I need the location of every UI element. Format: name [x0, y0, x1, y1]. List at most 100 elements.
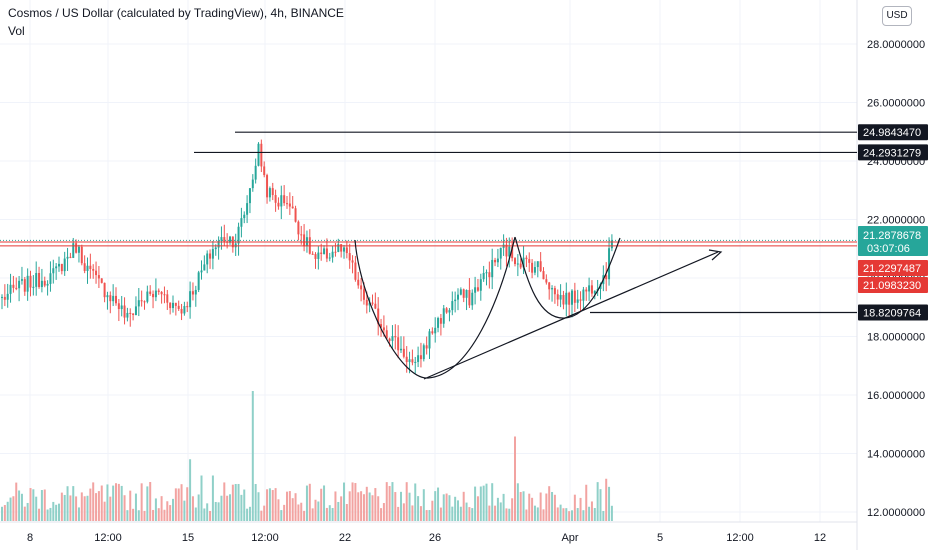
candle-body — [120, 305, 123, 310]
candle-body — [471, 292, 474, 306]
candle-body — [548, 282, 551, 290]
price-label-box — [858, 144, 928, 161]
y-tick-label: 22.0000000 — [867, 215, 925, 227]
candle-body — [585, 289, 588, 292]
volume-bar — [172, 498, 174, 521]
candle-body — [300, 234, 303, 236]
volume-bar — [72, 486, 75, 521]
candle-body — [488, 272, 491, 278]
x-tick-label: 12:00 — [94, 532, 122, 544]
price-label-box — [858, 260, 928, 276]
volume-bar — [414, 483, 417, 521]
volume-bar — [605, 478, 608, 521]
volume-bar — [553, 494, 556, 521]
candle-body — [590, 285, 593, 294]
volume-bar — [508, 508, 511, 521]
candle-body — [437, 318, 440, 328]
volume-bar — [559, 504, 562, 521]
volume-bar — [169, 505, 172, 521]
candle-body — [325, 248, 328, 259]
volume-bar — [106, 484, 109, 521]
candle-body — [516, 263, 519, 265]
candle-body — [172, 302, 174, 309]
candle-body — [137, 300, 140, 307]
price-label: 21.2297487 — [863, 263, 921, 275]
candle-body — [240, 218, 243, 227]
volume-bar — [183, 500, 186, 521]
candle-body — [610, 240, 613, 249]
volume-bar — [152, 509, 155, 521]
y-tick-label: 26.0000000 — [867, 98, 925, 110]
volume-bar — [488, 505, 491, 521]
candle-body — [271, 188, 274, 196]
volume-bar — [194, 507, 197, 521]
price-label-box — [858, 277, 928, 293]
candle-body — [476, 287, 479, 291]
volume-bar — [291, 498, 294, 521]
candle-body — [248, 188, 251, 204]
volume-bar — [18, 490, 21, 521]
candle-body — [103, 282, 106, 298]
candle-body — [522, 257, 525, 268]
volume-bar — [63, 494, 66, 521]
volume-bar — [1, 506, 3, 521]
x-tick-label: 22 — [339, 532, 351, 544]
candle-body — [385, 330, 388, 339]
candle-body — [163, 294, 166, 296]
candle-body — [143, 301, 146, 303]
candle-body — [75, 243, 78, 253]
candle-body — [314, 254, 317, 259]
candle-body — [6, 293, 9, 300]
candle-body — [260, 143, 263, 167]
candle-body — [3, 296, 6, 300]
candle-body — [77, 246, 80, 253]
volume-bar — [522, 491, 525, 521]
volume-bar — [83, 496, 86, 521]
candle-body — [528, 259, 531, 263]
candle-body — [40, 280, 43, 288]
volume-bar — [303, 510, 306, 521]
candle-body — [357, 279, 360, 286]
y-tick-label: 16.0000000 — [867, 390, 925, 402]
candle-body — [362, 289, 365, 300]
candle-body — [334, 251, 337, 253]
volume-bar — [596, 482, 599, 521]
candle-body — [588, 285, 591, 292]
volume-bar — [531, 497, 534, 521]
candle-body — [152, 293, 155, 298]
candle-body — [217, 240, 220, 248]
volume-bar — [328, 505, 331, 521]
volume-bar — [40, 490, 43, 521]
volume-bar — [280, 510, 283, 521]
candle-body — [360, 285, 363, 290]
volume-bar — [288, 491, 291, 521]
volume-bar — [476, 496, 479, 521]
candle-body — [55, 266, 58, 269]
candle-body — [340, 244, 343, 252]
volume-bar — [545, 493, 548, 521]
volume-bar — [206, 503, 209, 521]
currency-button[interactable]: USD — [882, 6, 912, 26]
x-tick-label: 5 — [657, 532, 663, 544]
y-tick-label: 14.0000000 — [867, 449, 925, 461]
cup-curve — [354, 236, 516, 379]
volume-bar — [286, 491, 288, 521]
volume-bar — [123, 495, 126, 521]
candle-body — [576, 299, 579, 303]
candle-body — [482, 272, 485, 280]
volume-bar — [52, 501, 55, 521]
volume-bar — [283, 504, 286, 521]
volume-bar — [459, 506, 462, 521]
candle-body — [69, 256, 72, 258]
volume-bar — [482, 485, 485, 521]
volume-bar — [246, 508, 249, 521]
volume-bar — [297, 504, 300, 521]
candle-body — [183, 306, 186, 314]
volume-bar — [211, 475, 214, 521]
candle-body — [180, 308, 183, 314]
volume-bar — [519, 492, 522, 521]
candle-body — [149, 291, 152, 294]
volume-bar — [214, 501, 217, 521]
candle-body — [419, 355, 422, 360]
